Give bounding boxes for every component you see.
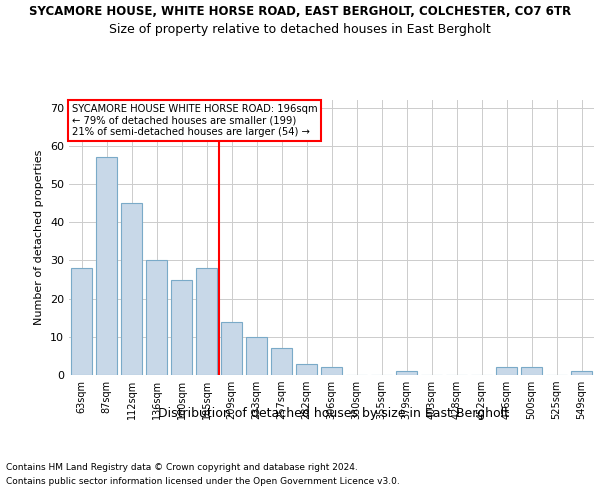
- Text: Contains public sector information licensed under the Open Government Licence v3: Contains public sector information licen…: [6, 478, 400, 486]
- Bar: [296, 364, 317, 375]
- Text: SYCAMORE HOUSE, WHITE HORSE ROAD, EAST BERGHOLT, COLCHESTER, CO7 6TR: SYCAMORE HOUSE, WHITE HORSE ROAD, EAST B…: [29, 5, 571, 18]
- Bar: [271, 348, 292, 375]
- Text: Size of property relative to detached houses in East Bergholt: Size of property relative to detached ho…: [109, 22, 491, 36]
- Bar: [571, 371, 592, 375]
- Bar: [196, 268, 217, 375]
- Y-axis label: Number of detached properties: Number of detached properties: [34, 150, 44, 325]
- Bar: [146, 260, 167, 375]
- Bar: [71, 268, 92, 375]
- Bar: [521, 368, 542, 375]
- Bar: [171, 280, 192, 375]
- Bar: [496, 368, 517, 375]
- Text: Distribution of detached houses by size in East Bergholt: Distribution of detached houses by size …: [158, 408, 509, 420]
- Text: SYCAMORE HOUSE WHITE HORSE ROAD: 196sqm
← 79% of detached houses are smaller (19: SYCAMORE HOUSE WHITE HORSE ROAD: 196sqm …: [71, 104, 317, 138]
- Bar: [121, 203, 142, 375]
- Bar: [321, 368, 342, 375]
- Text: Contains HM Land Registry data © Crown copyright and database right 2024.: Contains HM Land Registry data © Crown c…: [6, 462, 358, 471]
- Bar: [221, 322, 242, 375]
- Bar: [396, 371, 417, 375]
- Bar: [246, 337, 267, 375]
- Bar: [96, 158, 117, 375]
